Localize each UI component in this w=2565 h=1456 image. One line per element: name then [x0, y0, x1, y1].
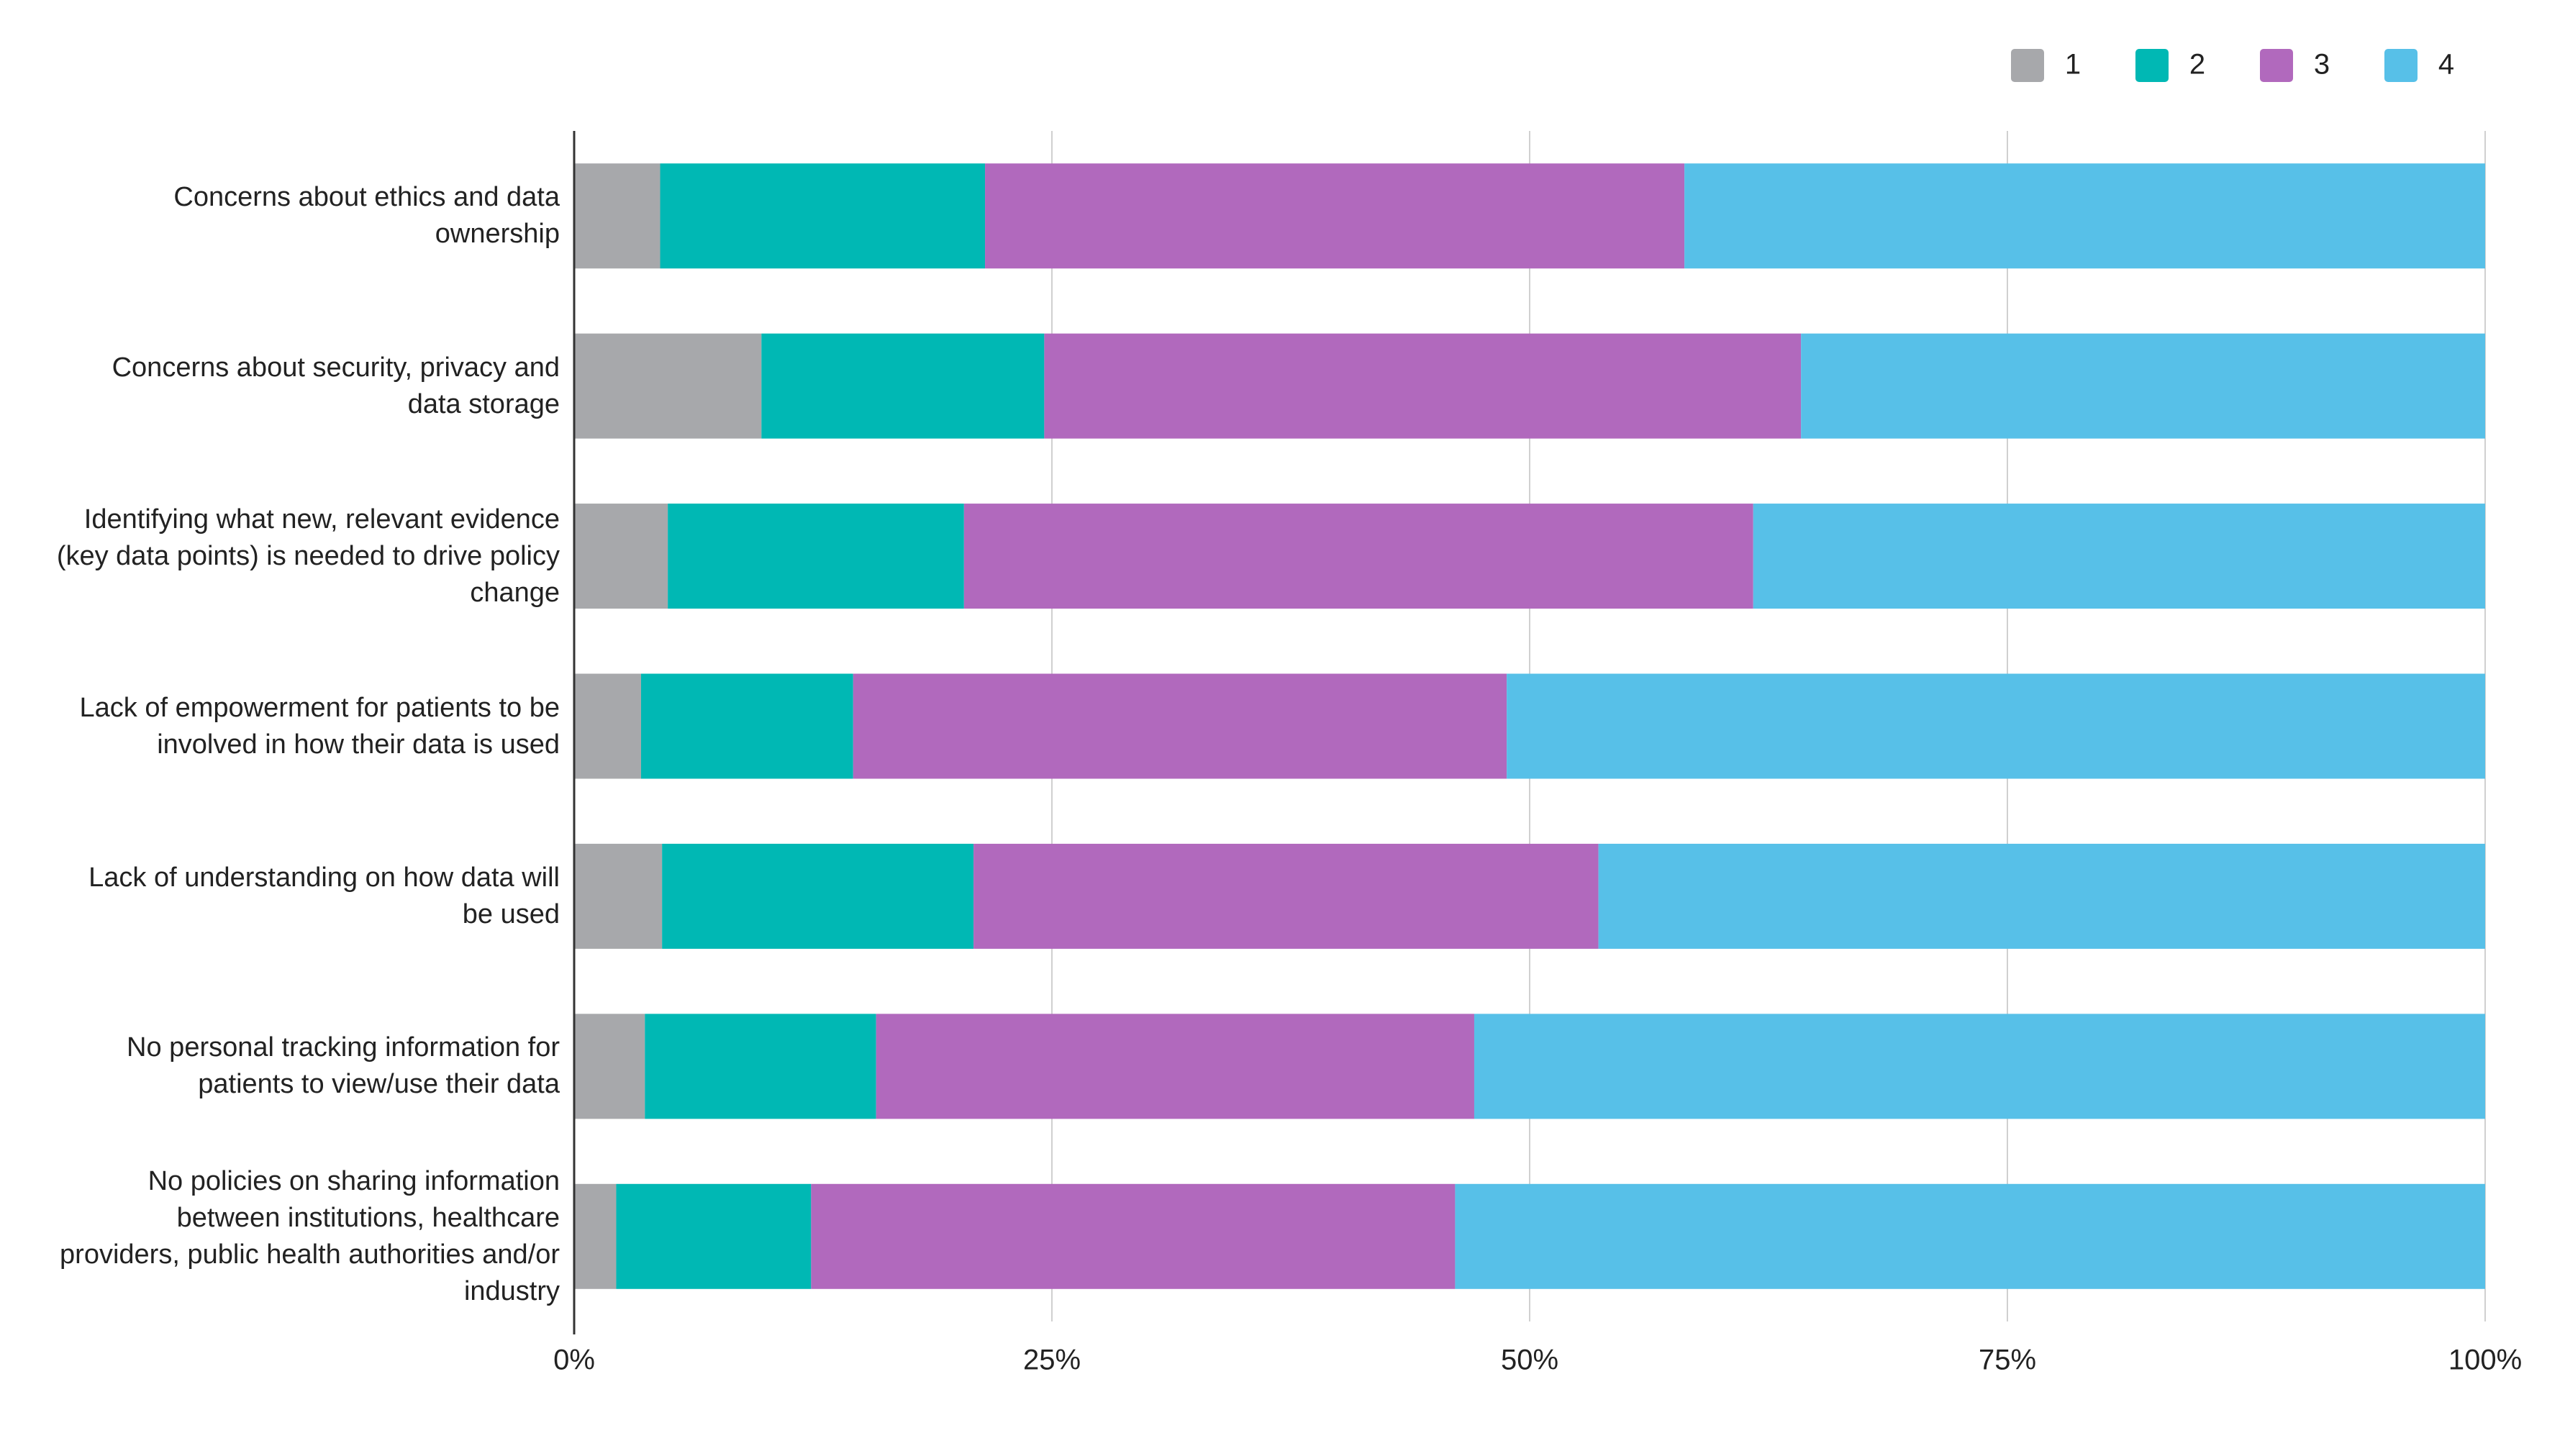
bar-segment [761, 333, 1045, 439]
bar-segment [853, 673, 1507, 779]
x-tick-label: 100% [2448, 1344, 2522, 1376]
bar-segment [574, 1014, 645, 1119]
y-tick-label: No policies on sharing information betwe… [60, 1165, 560, 1306]
bar-segment [876, 1014, 1474, 1119]
bar-segment [574, 333, 762, 439]
legend-swatch [2135, 49, 2169, 82]
bar-segment [662, 843, 974, 949]
legend-swatch [2384, 49, 2418, 82]
bar-segment [1598, 843, 2485, 949]
bar-segment [1474, 1014, 2485, 1119]
y-tick-label: No personal tracking information for pat… [127, 1032, 560, 1100]
x-tick-label: 50% [1501, 1344, 1558, 1376]
bar-segment [1753, 504, 2485, 609]
y-tick-label: Concerns about security, privacy and dat… [112, 352, 560, 419]
bar-segment [1801, 333, 2485, 439]
bar-segment [1455, 1183, 2485, 1289]
bar-segment [985, 163, 1685, 269]
bar-segment [668, 504, 964, 609]
bar-segment [963, 504, 1753, 609]
x-tick-label: 0% [553, 1344, 595, 1376]
bar-segment [574, 673, 641, 779]
legend-label: 1 [2065, 49, 2081, 81]
bar-segment [811, 1183, 1456, 1289]
y-tick-label: Lack of empowerment for patients to be i… [79, 692, 560, 760]
bar-segment [660, 163, 986, 269]
legend-label: 2 [2189, 49, 2205, 81]
bar-segment [1044, 333, 1802, 439]
legend-label: 3 [2314, 49, 2330, 81]
legend-swatch [2011, 49, 2044, 82]
bar-segment [574, 504, 668, 609]
y-tick-label: Lack of understanding on how data will b… [88, 862, 560, 929]
bar-segment [574, 843, 663, 949]
legend-label: 4 [2438, 49, 2454, 81]
bar-segment [973, 843, 1599, 949]
bar-segment [574, 163, 660, 269]
legend-swatch [2260, 49, 2293, 82]
bar-segment [645, 1014, 876, 1119]
y-tick-label: Identifying what new, relevant evidence … [56, 504, 560, 608]
y-tick-label: Concerns about ethics and data ownership [173, 182, 560, 250]
bar-segment [640, 673, 853, 779]
x-tick-label: 75% [1979, 1344, 2036, 1376]
bar-segment [616, 1183, 812, 1289]
bar-segment [1507, 673, 2485, 779]
bar-segment [574, 1183, 617, 1289]
bar-segment [1684, 163, 2485, 269]
x-tick-label: 25% [1023, 1344, 1081, 1376]
